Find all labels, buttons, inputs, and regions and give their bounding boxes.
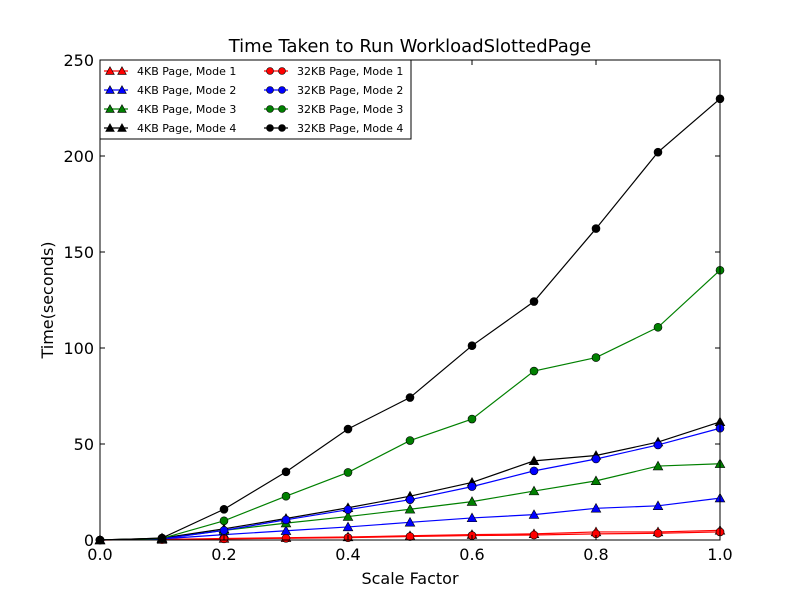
- legend-label: 4KB Page, Mode 3: [137, 103, 236, 116]
- data-point-32kb-page-mode-4-9: [653, 147, 663, 157]
- data-point-4kb-page-mode-3-9: [652, 460, 664, 471]
- data-point-32kb-page-mode-3-5: [405, 436, 415, 445]
- legend-marker: [117, 104, 127, 113]
- y-tick-label: 100: [63, 339, 94, 358]
- x-tick-label: 0.2: [211, 545, 236, 564]
- data-point-4kb-page-mode-3-4: [342, 511, 354, 521]
- x-tick-label: 0.0: [87, 545, 112, 564]
- y-tick-label: 200: [63, 147, 94, 166]
- data-point-32kb-page-mode-4-3: [281, 467, 291, 477]
- data-point-4kb-page-mode-2-8: [590, 502, 602, 513]
- legend-marker: [278, 67, 286, 75]
- legend-item-32kb-page-mode-3: 32KB Page, Mode 3: [264, 103, 403, 116]
- data-point-32kb-page-mode-3-7: [529, 366, 539, 376]
- legend-marker: [278, 124, 286, 132]
- data-point-32kb-page-mode-2-3: [281, 515, 291, 525]
- data-point-32kb-page-mode-2-8: [591, 454, 601, 464]
- legend-label: 32KB Page, Mode 4: [297, 122, 403, 135]
- data-point-4kb-page-mode-2-6: [466, 512, 478, 523]
- data-point-32kb-page-mode-4-6: [467, 341, 477, 350]
- legend-item-4kb-page-mode-4: 4KB Page, Mode 4: [104, 122, 236, 135]
- data-point-32kb-page-mode-1-3: [281, 533, 291, 543]
- data-point-32kb-page-mode-2-7: [529, 466, 539, 476]
- legend-item-4kb-page-mode-1: 4KB Page, Mode 1: [104, 65, 236, 78]
- data-point-32kb-page-mode-4-4: [343, 424, 353, 434]
- data-point-4kb-page-mode-2-9: [652, 500, 664, 510]
- x-axis-label: Scale Factor: [361, 569, 459, 588]
- data-point-4kb-page-mode-2-4: [342, 521, 354, 532]
- x-tick-label: 1.0: [707, 545, 732, 564]
- x-tick-label: 0.8: [583, 545, 608, 564]
- data-point-4kb-page-mode-3-5: [404, 503, 416, 514]
- legend-item-4kb-page-mode-3: 4KB Page, Mode 3: [104, 103, 236, 116]
- legend-marker: [117, 123, 127, 132]
- legend-marker: [266, 86, 274, 94]
- legend-marker: [117, 85, 127, 94]
- plot-series: [94, 94, 726, 545]
- data-point-4kb-page-mode-4-7: [528, 455, 540, 466]
- data-point-32kb-page-mode-2-9: [653, 440, 663, 450]
- data-point-32kb-page-mode-4-7: [529, 297, 539, 306]
- legend-marker: [105, 66, 115, 75]
- y-tick-label: 0: [84, 531, 94, 550]
- data-point-32kb-page-mode-2-6: [467, 482, 477, 491]
- legend-label: 32KB Page, Mode 1: [297, 65, 403, 78]
- legend-item-32kb-page-mode-4: 32KB Page, Mode 4: [264, 122, 403, 135]
- legend-marker: [117, 66, 127, 75]
- data-point-32kb-page-mode-3-3: [281, 491, 291, 501]
- legend-marker: [105, 104, 115, 113]
- data-point-32kb-page-mode-2-4: [343, 505, 353, 514]
- data-point-32kb-page-mode-1-7: [529, 530, 539, 540]
- data-point-32kb-page-mode-3-8: [591, 353, 601, 362]
- legend-label: 32KB Page, Mode 2: [297, 84, 403, 97]
- y-tick-label: 50: [74, 435, 94, 454]
- x-tick-label: 0.6: [459, 545, 484, 564]
- data-point-32kb-page-mode-4-5: [405, 393, 415, 402]
- x-tick-label: 0.4: [335, 545, 360, 564]
- legend-marker: [266, 124, 274, 132]
- data-point-32kb-page-mode-4-1: [157, 533, 167, 543]
- data-point-32kb-page-mode-2-5: [405, 495, 415, 504]
- chart-title: Time Taken to Run WorkloadSlottedPage: [228, 36, 592, 57]
- legend-marker: [105, 85, 115, 94]
- data-point-32kb-page-mode-3-6: [467, 414, 477, 424]
- data-point-32kb-page-mode-3-9: [653, 322, 663, 332]
- legend-marker: [278, 105, 286, 113]
- legend-marker: [266, 67, 274, 75]
- legend-box: [99, 59, 412, 140]
- data-point-32kb-page-mode-1-5: [405, 532, 415, 541]
- legend-item-32kb-page-mode-2: 32KB Page, Mode 2: [264, 84, 403, 97]
- data-point-4kb-page-mode-3-8: [590, 475, 602, 486]
- series-32kb-page-mode-4: [95, 94, 725, 545]
- y-tick-label: 150: [63, 243, 94, 262]
- y-tick-label: 250: [63, 51, 94, 70]
- legend-label: 4KB Page, Mode 1: [137, 65, 236, 78]
- axes: 0.0 0.2 0.4 0.6 0.8 1.0 0 50 100 150 200 250: [63, 51, 732, 564]
- data-point-32kb-page-mode-1-9: [653, 528, 663, 538]
- data-point-4kb-page-mode-3-6: [466, 496, 478, 506]
- legend-marker: [266, 105, 274, 113]
- data-point-32kb-page-mode-2-2: [219, 526, 229, 535]
- legend-label: 4KB Page, Mode 4: [137, 122, 236, 135]
- data-point-4kb-page-mode-2-5: [404, 516, 416, 527]
- legend-item-32kb-page-mode-1: 32KB Page, Mode 1: [264, 65, 403, 78]
- legend: 4KB Page, Mode 1 4KB Page, Mode 2 4KB Page…: [99, 59, 412, 140]
- legend-label: 32KB Page, Mode 3: [297, 103, 403, 116]
- data-point-32kb-page-mode-4-8: [591, 224, 601, 233]
- legend-item-4kb-page-mode-2: 4KB Page, Mode 2: [104, 84, 236, 97]
- data-point-32kb-page-mode-3-2: [219, 516, 229, 526]
- legend-label: 4KB Page, Mode 2: [137, 84, 236, 97]
- legend-marker: [278, 86, 286, 94]
- data-point-32kb-page-mode-3-4: [343, 468, 353, 477]
- legend-marker: [105, 123, 115, 132]
- data-point-4kb-page-mode-2-7: [528, 509, 540, 519]
- data-point-32kb-page-mode-4-2: [219, 504, 229, 514]
- data-point-4kb-page-mode-3-7: [528, 485, 540, 496]
- y-axis-label: Time(seconds): [38, 241, 57, 359]
